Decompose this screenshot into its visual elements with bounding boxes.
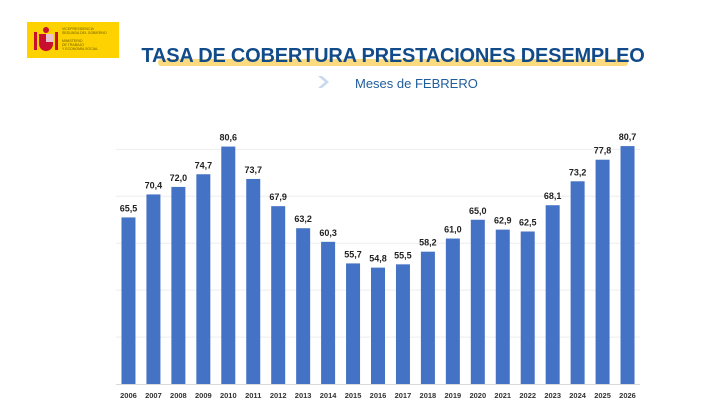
value-label-2016: 54,8 bbox=[369, 254, 387, 264]
bar-2021 bbox=[495, 229, 510, 384]
value-label-2025: 77,8 bbox=[594, 146, 612, 156]
page-subtitle: Meses de FEBRERO bbox=[355, 76, 478, 91]
bar-2018 bbox=[420, 251, 435, 384]
logo-text-vicepresidencia: VICEPRESIDENCIA SEGUNDA DEL GOBIERNO bbox=[62, 27, 107, 35]
page-title: TASA DE COBERTURA PRESTACIONES DESEMPLEO bbox=[141, 45, 645, 67]
title-underline bbox=[158, 59, 628, 66]
bar-2014 bbox=[321, 241, 336, 384]
bar-2023 bbox=[545, 205, 560, 384]
x-tick-2011: 2011 bbox=[245, 391, 261, 400]
bar-2022 bbox=[520, 231, 535, 384]
value-label-2024: 73,2 bbox=[569, 167, 587, 177]
value-label-2019: 61,0 bbox=[444, 225, 462, 235]
x-tick-2007: 2007 bbox=[145, 391, 162, 400]
logo-text-ministerio: MINISTERIO DE TRABAJO Y ECONOMÍA SOCIAL bbox=[62, 39, 98, 51]
value-label-2008: 72,0 bbox=[170, 173, 188, 183]
value-label-2006: 65,5 bbox=[120, 203, 138, 213]
bar-2024 bbox=[570, 181, 585, 384]
bars bbox=[121, 146, 635, 384]
x-tick-2014: 2014 bbox=[320, 391, 338, 400]
bar-2016 bbox=[371, 267, 385, 384]
x-tick-2021: 2021 bbox=[494, 391, 511, 400]
x-tick-labels: 2006 2007 2008 2009 2010 2011 2012 2013 2014 2015… bbox=[120, 391, 636, 400]
value-label-2018: 58,2 bbox=[419, 238, 437, 248]
x-tick-2018: 2018 bbox=[420, 391, 437, 400]
x-tick-2010: 2010 bbox=[220, 391, 237, 400]
x-tick-2025: 2025 bbox=[594, 391, 611, 400]
value-label-2020: 65,0 bbox=[469, 206, 487, 216]
bar-2011 bbox=[246, 178, 261, 384]
value-label-2007: 70,4 bbox=[145, 180, 163, 190]
x-tick-2024: 2024 bbox=[569, 391, 587, 400]
bar-2019 bbox=[445, 238, 460, 384]
bar-2013 bbox=[296, 228, 311, 384]
x-tick-2022: 2022 bbox=[519, 391, 536, 400]
value-label-2026: 80,7 bbox=[619, 132, 637, 142]
x-tick-2020: 2020 bbox=[469, 391, 486, 400]
coat-of-arms-icon bbox=[34, 27, 58, 51]
x-tick-2017: 2017 bbox=[395, 391, 412, 400]
bar-2008 bbox=[171, 186, 186, 384]
bar-2006 bbox=[121, 217, 136, 384]
ministry-logo: VICEPRESIDENCIA SEGUNDA DEL GOBIERNO MIN… bbox=[27, 22, 119, 58]
value-label-2014: 60,3 bbox=[319, 228, 337, 238]
x-tick-2023: 2023 bbox=[544, 391, 561, 400]
value-label-2010: 80,6 bbox=[220, 133, 238, 143]
value-label-2012: 67,9 bbox=[269, 192, 287, 202]
x-tick-2008: 2008 bbox=[170, 391, 187, 400]
value-label-2009: 74,7 bbox=[195, 160, 213, 170]
bar-2020 bbox=[470, 219, 485, 384]
bar-2010 bbox=[221, 146, 236, 384]
chevron-right-icon bbox=[318, 76, 329, 88]
x-tick-2019: 2019 bbox=[445, 391, 462, 400]
x-tick-2016: 2016 bbox=[370, 391, 387, 400]
value-label-2017: 55,5 bbox=[394, 250, 412, 260]
bar-2015 bbox=[346, 263, 361, 384]
bar-2017 bbox=[395, 264, 410, 384]
value-label-2023: 68,1 bbox=[544, 191, 562, 201]
x-tick-2012: 2012 bbox=[270, 391, 287, 400]
value-label-2011: 73,7 bbox=[244, 165, 262, 175]
bar-2012 bbox=[271, 206, 286, 384]
value-label-2013: 63,2 bbox=[294, 214, 312, 224]
value-labels: 65,5 70,4 72,0 74,7 80,6 73,7 67,9 63,2 60,3 55,7… bbox=[120, 132, 637, 264]
x-tick-2015: 2015 bbox=[345, 391, 362, 400]
bar-2007 bbox=[146, 194, 161, 384]
bar-2026 bbox=[620, 146, 635, 384]
x-tick-2013: 2013 bbox=[295, 391, 312, 400]
value-label-2022: 62,5 bbox=[519, 218, 537, 228]
bar-2009 bbox=[196, 174, 211, 384]
value-label-2021: 62,9 bbox=[494, 216, 512, 226]
bar-2025 bbox=[595, 159, 610, 384]
x-tick-2006: 2006 bbox=[120, 391, 137, 400]
x-tick-2026: 2026 bbox=[619, 391, 636, 400]
value-label-2015: 55,7 bbox=[344, 249, 362, 259]
x-tick-2009: 2009 bbox=[195, 391, 212, 400]
